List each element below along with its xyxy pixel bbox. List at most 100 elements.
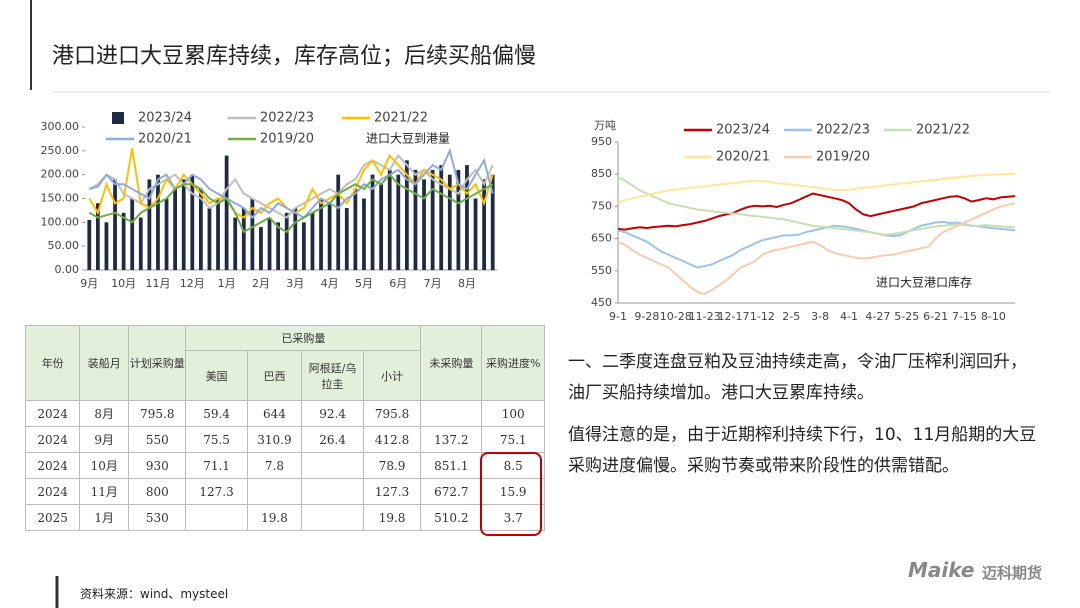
bar bbox=[173, 188, 178, 270]
bar bbox=[327, 203, 332, 270]
bar bbox=[284, 212, 289, 270]
bar bbox=[87, 219, 92, 270]
x-tick-label: 6-21 bbox=[923, 310, 948, 323]
table-cell: 100 bbox=[481, 400, 545, 427]
table-cell: 9月 bbox=[79, 426, 130, 453]
bar bbox=[353, 188, 358, 270]
table-cell: 78.9 bbox=[362, 452, 422, 479]
table-cell: 672.7 bbox=[420, 478, 483, 505]
bar bbox=[207, 208, 212, 270]
table-cell: 2024 bbox=[24, 478, 81, 505]
bar bbox=[113, 179, 117, 270]
legend-swatch bbox=[112, 112, 124, 124]
legend-label: 2022/23 bbox=[816, 123, 870, 138]
table-cell: 510.2 bbox=[420, 504, 483, 531]
table-cell: 851.1 bbox=[420, 452, 483, 479]
bar bbox=[259, 227, 263, 270]
y-tick-label: 850 bbox=[591, 167, 612, 180]
purchase-table: 年份 装船月 计划采购量 已采购量 未采购量 采购进度% 美国 巴西 阿根廷/乌… bbox=[24, 325, 545, 531]
bar bbox=[276, 222, 281, 270]
table-cell: 8月 bbox=[79, 400, 130, 427]
bar bbox=[250, 198, 255, 270]
table-cell: 2024 bbox=[24, 426, 81, 453]
x-tick-label: 3月 bbox=[286, 277, 304, 290]
bar bbox=[147, 179, 152, 270]
bar bbox=[138, 217, 143, 270]
subheader: 小计 bbox=[362, 350, 422, 401]
table-cell bbox=[301, 504, 364, 531]
header: 装船月 bbox=[79, 325, 130, 401]
series-line bbox=[617, 220, 1016, 269]
x-tick-label: 8月 bbox=[458, 277, 476, 290]
table-cell: 800 bbox=[128, 478, 187, 505]
table-cell: 10月 bbox=[79, 452, 130, 479]
x-tick-label: 2月 bbox=[252, 277, 270, 290]
x-tick-label: 3-8 bbox=[811, 310, 829, 323]
x-tick-label: 4-27 bbox=[865, 310, 890, 323]
bar bbox=[181, 179, 186, 270]
logo-name: 迈科期货 bbox=[982, 564, 1043, 582]
header: 已采购量 bbox=[185, 325, 422, 351]
legend-label: 2019/20 bbox=[816, 150, 870, 165]
table-cell: 2024 bbox=[24, 400, 81, 427]
logo-mark: Maike bbox=[908, 558, 975, 582]
table-cell: 1月 bbox=[79, 504, 130, 531]
table-cell: 15.9 bbox=[481, 478, 545, 505]
highlight-box bbox=[480, 452, 542, 536]
x-tick-label: 7月 bbox=[424, 277, 442, 290]
x-tick-label: 11月 bbox=[145, 277, 170, 290]
bar bbox=[293, 208, 298, 270]
x-tick-label: 1-12 bbox=[750, 310, 775, 323]
bar bbox=[482, 179, 487, 270]
bar bbox=[198, 188, 203, 270]
y-tick-label: 550 bbox=[591, 264, 612, 277]
table-cell: 530 bbox=[128, 504, 187, 531]
bar bbox=[301, 222, 306, 270]
bar bbox=[404, 160, 409, 270]
table-cell: 127.3 bbox=[185, 478, 248, 505]
bar bbox=[164, 198, 169, 270]
table-cell: 412.8 bbox=[362, 426, 422, 453]
table-cell: 2025 bbox=[24, 504, 81, 531]
header: 未采购量 bbox=[420, 325, 483, 401]
y-tick-label: 650 bbox=[591, 232, 612, 245]
bar bbox=[456, 169, 461, 270]
x-tick-label: 11-23 bbox=[689, 310, 721, 323]
y-axis-label: 万吨 bbox=[594, 119, 616, 132]
series-line bbox=[89, 147, 494, 220]
bar bbox=[422, 179, 426, 270]
bar bbox=[465, 165, 469, 270]
bar bbox=[413, 169, 418, 270]
table-cell: 930 bbox=[128, 452, 187, 479]
table-cell: 550 bbox=[128, 426, 187, 453]
legend-label: 2021/22 bbox=[916, 123, 970, 138]
x-tick-label: 7-15 bbox=[952, 310, 977, 323]
x-tick-label: 4月 bbox=[321, 277, 339, 290]
table-cell: 644 bbox=[246, 400, 303, 427]
legend-label: 2022/23 bbox=[260, 111, 314, 126]
y-tick-label: 0.00 bbox=[55, 263, 80, 276]
table-cell: 11月 bbox=[79, 478, 130, 505]
slide-title: 港口进口大豆累库持续，库存高位；后续买船偏慢 bbox=[52, 44, 537, 69]
y-tick-label: 750 bbox=[591, 199, 612, 212]
bar bbox=[121, 212, 126, 270]
bar bbox=[241, 208, 246, 270]
paragraph: 值得注意的是，由于近期榨利持续下行，10、11月船期的大豆采购进度偏慢。采购节奏… bbox=[568, 425, 1037, 476]
table-body: 2024 8月 795.8 59.4 644 92.4 795.8 100 2024 9月 550 7… bbox=[24, 400, 545, 531]
bar bbox=[310, 212, 315, 270]
table-cell: 2024 bbox=[24, 452, 81, 479]
table-cell: 71.1 bbox=[185, 452, 248, 479]
x-tick-label: 10-28 bbox=[660, 310, 692, 323]
table-cell: 795.8 bbox=[128, 400, 187, 427]
legend-label: 2023/24 bbox=[716, 123, 770, 138]
table-cell: 26.4 bbox=[301, 426, 364, 453]
y-tick-label: 950 bbox=[591, 135, 612, 148]
table-row: 2024 9月 550 75.5 310.9 26.4 412.8 137.2 75.1 bbox=[24, 426, 545, 453]
table-row: 2024 11月 800 127.3 127.3 672.7 15.9 bbox=[24, 478, 545, 505]
y-tick-label: 250.00 bbox=[41, 144, 80, 157]
series-line bbox=[88, 173, 494, 234]
table-cell: 75.5 bbox=[185, 426, 248, 453]
x-tick-label: 9月 bbox=[80, 277, 98, 290]
